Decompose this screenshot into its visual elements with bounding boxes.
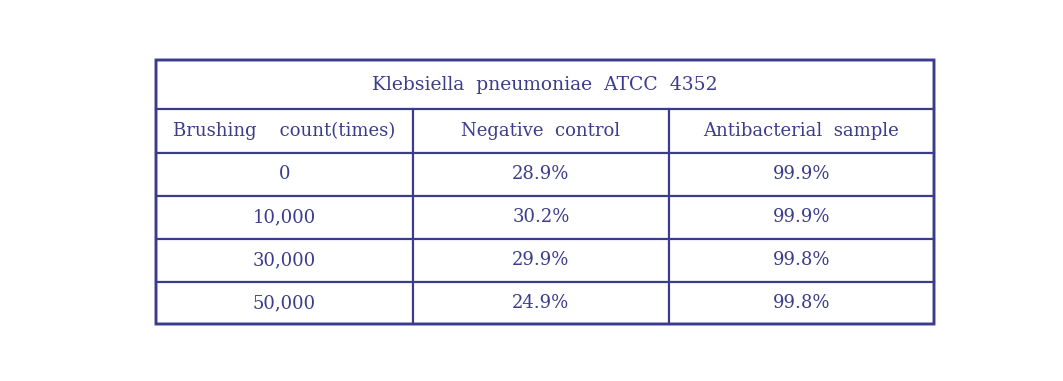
Bar	[156, 61, 933, 325]
Text: 30,000: 30,000	[253, 251, 316, 269]
Bar	[156, 61, 933, 109]
Text: 30.2%: 30.2%	[512, 208, 570, 226]
Text: 10,000: 10,000	[253, 208, 316, 226]
Bar	[156, 239, 412, 282]
Bar	[670, 153, 933, 196]
Text: 29.9%: 29.9%	[512, 251, 570, 269]
Bar	[412, 153, 670, 196]
Bar	[670, 196, 933, 239]
Text: Antibacterial  sample: Antibacterial sample	[704, 122, 899, 140]
Text: 99.8%: 99.8%	[773, 294, 830, 312]
Bar	[412, 196, 670, 239]
Text: 28.9%: 28.9%	[512, 165, 570, 183]
Bar	[412, 109, 670, 153]
Text: 99.9%: 99.9%	[773, 208, 830, 226]
Bar	[670, 282, 933, 324]
Text: 0: 0	[279, 165, 290, 183]
Bar	[156, 196, 412, 239]
Bar	[412, 239, 670, 282]
Bar	[156, 282, 412, 324]
Text: 50,000: 50,000	[253, 294, 316, 312]
Bar	[412, 282, 670, 324]
Bar	[156, 61, 933, 325]
Bar	[670, 109, 933, 153]
Text: Brushing    count(times): Brushing count(times)	[173, 122, 395, 140]
Text: 24.9%: 24.9%	[512, 294, 570, 312]
Text: 99.9%: 99.9%	[773, 165, 830, 183]
Bar	[670, 239, 933, 282]
Text: Negative  control: Negative control	[461, 122, 621, 140]
Text: Klebsiella  pneumoniae  ATCC  4352: Klebsiella pneumoniae ATCC 4352	[372, 76, 718, 94]
Bar	[156, 109, 412, 153]
Bar	[156, 153, 412, 196]
Text: 99.8%: 99.8%	[773, 251, 830, 269]
